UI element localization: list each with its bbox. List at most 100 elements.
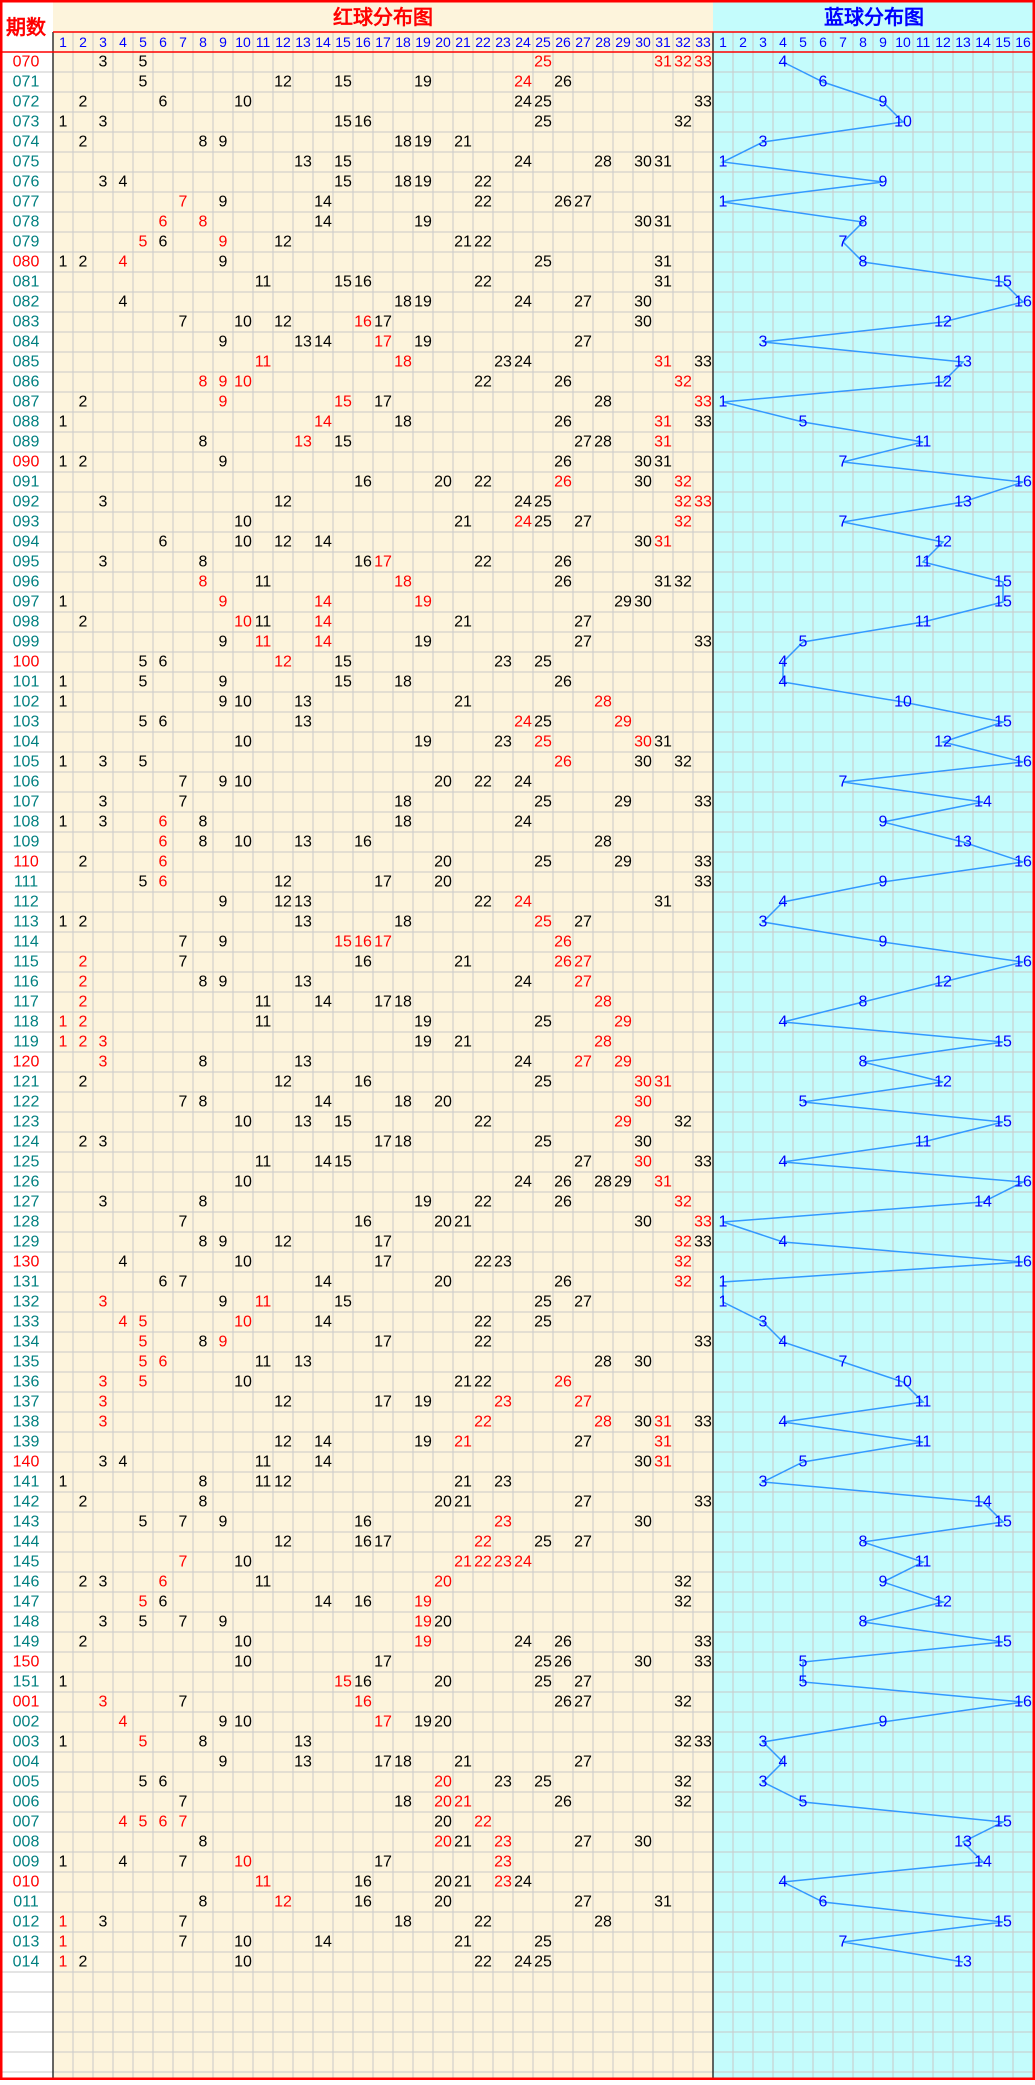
red-ball: 25 bbox=[534, 1074, 552, 1091]
red-ball: 15 bbox=[334, 654, 352, 671]
red-ball: 8 bbox=[199, 1894, 208, 1911]
red-ball-hot: 27 bbox=[574, 954, 592, 971]
blue-column-number: 3 bbox=[759, 34, 767, 50]
red-ball: 12 bbox=[274, 494, 292, 511]
issue: 101 bbox=[13, 674, 40, 691]
red-ball: 32 bbox=[674, 1574, 692, 1591]
red-ball: 27 bbox=[574, 1534, 592, 1551]
issue: 071 bbox=[13, 74, 40, 91]
red-ball: 21 bbox=[454, 1214, 472, 1231]
red-column-number: 26 bbox=[555, 34, 571, 50]
red-ball: 19 bbox=[414, 174, 432, 191]
red-ball: 15 bbox=[334, 1154, 352, 1171]
issue: 137 bbox=[13, 1394, 40, 1411]
red-ball: 30 bbox=[634, 474, 652, 491]
blue-ball: 7 bbox=[839, 514, 848, 531]
red-ball: 15 bbox=[334, 114, 352, 131]
red-ball: 25 bbox=[534, 1654, 552, 1671]
red-ball-hot: 23 bbox=[494, 1874, 512, 1891]
blue-ball: 5 bbox=[799, 634, 808, 651]
issue: 084 bbox=[13, 334, 40, 351]
red-ball-hot: 21 bbox=[454, 1794, 472, 1811]
red-ball-hot: 31 bbox=[654, 354, 672, 371]
red-ball-hot: 3 bbox=[99, 1054, 108, 1071]
red-ball: 17 bbox=[374, 1254, 392, 1271]
red-ball-hot: 23 bbox=[494, 1854, 512, 1871]
red-ball-hot: 17 bbox=[374, 554, 392, 571]
blue-ball: 16 bbox=[1014, 1694, 1032, 1711]
issue: 008 bbox=[13, 1834, 40, 1851]
red-ball: 19 bbox=[414, 74, 432, 91]
red-ball-hot: 32 bbox=[674, 1194, 692, 1211]
red-ball-hot: 23 bbox=[494, 1394, 512, 1411]
blue-ball: 12 bbox=[934, 974, 952, 991]
red-ball: 25 bbox=[534, 254, 552, 271]
red-ball-hot: 19 bbox=[414, 1614, 432, 1631]
red-ball: 27 bbox=[574, 514, 592, 531]
red-ball: 20 bbox=[434, 854, 452, 871]
red-ball-hot: 24 bbox=[514, 714, 532, 731]
issue: 013 bbox=[13, 1934, 40, 1951]
red-ball: 13 bbox=[294, 1754, 312, 1771]
red-ball: 15 bbox=[334, 154, 352, 171]
issue: 111 bbox=[14, 874, 38, 891]
red-ball: 5 bbox=[139, 754, 148, 771]
red-ball-hot: 20 bbox=[434, 1834, 452, 1851]
red-ball: 26 bbox=[554, 1174, 572, 1191]
red-ball: 8 bbox=[199, 1334, 208, 1351]
red-ball-hot: 23 bbox=[494, 1834, 512, 1851]
red-ball-hot: 13 bbox=[294, 434, 312, 451]
issue: 126 bbox=[13, 1174, 40, 1191]
red-ball: 19 bbox=[414, 1194, 432, 1211]
red-ball-hot: 32 bbox=[674, 1254, 692, 1271]
red-ball: 6 bbox=[159, 94, 168, 111]
issue: 109 bbox=[13, 834, 40, 851]
issue: 086 bbox=[13, 374, 40, 391]
red-ball: 11 bbox=[255, 614, 272, 631]
red-ball: 20 bbox=[434, 1094, 452, 1111]
blue-ball: 7 bbox=[839, 454, 848, 471]
red-ball-hot: 19 bbox=[414, 594, 432, 611]
red-ball-hot: 2 bbox=[79, 994, 88, 1011]
red-ball: 22 bbox=[474, 554, 492, 571]
red-ball-hot: 14 bbox=[314, 414, 332, 431]
red-ball-hot: 15 bbox=[334, 1674, 352, 1691]
red-ball: 33 bbox=[694, 1634, 712, 1651]
red-ball: 14 bbox=[314, 1594, 332, 1611]
red-ball: 21 bbox=[454, 954, 472, 971]
red-ball: 19 bbox=[414, 634, 432, 651]
issue: 072 bbox=[13, 94, 40, 111]
blue-ball: 12 bbox=[934, 374, 952, 391]
blue-ball: 7 bbox=[839, 774, 848, 791]
red-ball-hot: 25 bbox=[534, 734, 552, 751]
red-ball: 3 bbox=[99, 494, 108, 511]
red-ball: 26 bbox=[554, 1654, 572, 1671]
red-ball-hot: 9 bbox=[219, 394, 228, 411]
blue-ball: 15 bbox=[994, 1914, 1012, 1931]
red-ball: 13 bbox=[294, 334, 312, 351]
blue-ball: 15 bbox=[994, 1634, 1012, 1651]
blue-column-number: 5 bbox=[799, 34, 807, 50]
issue: 099 bbox=[13, 634, 40, 651]
red-ball: 25 bbox=[534, 1674, 552, 1691]
red-ball: 19 bbox=[414, 1034, 432, 1051]
red-ball: 7 bbox=[179, 1794, 188, 1811]
red-ball-hot: 28 bbox=[594, 1034, 612, 1051]
red-ball-hot: 30 bbox=[634, 734, 652, 751]
blue-ball: 3 bbox=[759, 1474, 768, 1491]
blue-ball: 14 bbox=[974, 1854, 992, 1871]
red-ball: 31 bbox=[654, 274, 672, 291]
red-ball-hot: 2 bbox=[79, 954, 88, 971]
red-ball: 9 bbox=[219, 1514, 228, 1531]
red-ball: 13 bbox=[294, 914, 312, 931]
red-ball-hot: 14 bbox=[314, 634, 332, 651]
red-ball: 20 bbox=[434, 474, 452, 491]
red-column-number: 5 bbox=[139, 34, 147, 50]
red-column-number: 19 bbox=[415, 34, 431, 50]
red-ball: 3 bbox=[99, 554, 108, 571]
red-ball: 30 bbox=[634, 1134, 652, 1151]
issue: 143 bbox=[13, 1514, 40, 1531]
blue-trend-line bbox=[720, 61, 1026, 1963]
red-ball: 23 bbox=[494, 1254, 512, 1271]
issue: 079 bbox=[13, 234, 40, 251]
